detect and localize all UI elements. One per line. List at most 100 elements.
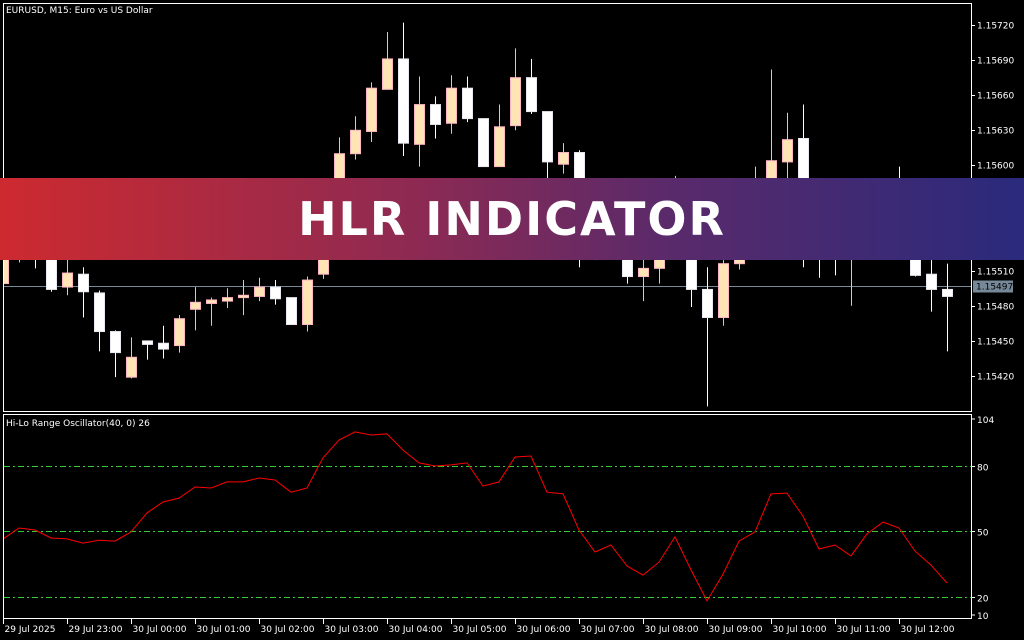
bull-candle xyxy=(494,104,505,168)
bear-candle xyxy=(94,290,105,352)
candle-body xyxy=(286,297,297,326)
bull-candle xyxy=(302,276,313,332)
bull-candle xyxy=(446,75,457,134)
osc-tick-label: 104 xyxy=(977,416,994,426)
time-tick-label: 30 Jul 05:00 xyxy=(453,625,507,635)
candle-body xyxy=(190,301,201,310)
candle-body xyxy=(638,267,649,278)
candle-body xyxy=(110,331,121,354)
time-tick-label: 30 Jul 02:00 xyxy=(261,625,315,635)
window-title: EURUSD, M15: Euro vs US Dollar xyxy=(6,6,153,16)
candle-body xyxy=(46,257,57,290)
indicator-title: Hi-Lo Range Oscillator(40, 0) 26 xyxy=(6,419,150,429)
price-tick-label: 1.15420 xyxy=(977,373,1014,383)
candle-body xyxy=(238,294,249,299)
price-tick-label: 1.15600 xyxy=(977,162,1014,172)
bear-candle xyxy=(702,267,713,407)
candle-body xyxy=(462,87,473,120)
bull-candle xyxy=(782,112,793,181)
axes: 1.15720 1.15690 1.15660 1.15630 1.15600 1.155… xyxy=(3,22,1014,635)
bull-candle xyxy=(174,315,185,353)
bear-candle xyxy=(942,263,953,352)
time-tick-label: 30 Jul 09:00 xyxy=(709,625,763,635)
bull-candle xyxy=(366,82,377,142)
candle-body xyxy=(926,273,937,290)
candle-body xyxy=(398,58,409,144)
bull-candle xyxy=(558,143,569,174)
bull-candle xyxy=(510,48,521,131)
price-tick-label: 1.15660 xyxy=(977,92,1014,102)
candle-body xyxy=(414,104,425,145)
time-tick-label: 29 Jul 23:00 xyxy=(69,625,123,635)
time-tick-label: 30 Jul 07:00 xyxy=(581,625,635,635)
osc-tick-label: 50 xyxy=(977,529,989,539)
candle-body xyxy=(366,87,377,132)
candle-body xyxy=(446,87,457,124)
bear-candle xyxy=(462,76,473,123)
bear-candle xyxy=(142,340,153,360)
bull-candle xyxy=(222,288,233,309)
bull-candle xyxy=(238,280,249,316)
candle-body xyxy=(542,111,553,163)
bull-candle xyxy=(718,260,729,326)
bull-candle xyxy=(190,287,201,331)
candle-body xyxy=(350,129,361,155)
candle-body xyxy=(62,272,73,288)
bear-candle xyxy=(110,330,121,378)
time-tick-label: 30 Jul 04:00 xyxy=(389,625,443,635)
candle-body xyxy=(222,297,233,302)
candle-body xyxy=(494,126,505,168)
candle-body xyxy=(78,273,89,293)
time-tick-label: 30 Jul 03:00 xyxy=(325,625,379,635)
bear-candle xyxy=(430,96,441,139)
candle-body xyxy=(430,104,441,125)
bull-candle xyxy=(414,76,425,167)
time-tick-label: 30 Jul 00:00 xyxy=(133,625,187,635)
candle-body xyxy=(270,286,281,300)
bull-candle xyxy=(126,337,137,379)
banner-title: HLR INDICATOR xyxy=(298,192,726,246)
time-tick-label: 30 Jul 12:00 xyxy=(901,625,955,635)
bear-candle xyxy=(78,267,89,318)
price-tick-label: 1.15450 xyxy=(977,338,1014,348)
bull-candle xyxy=(206,297,217,326)
candle-body xyxy=(142,340,153,345)
oscillator-pane[interactable] xyxy=(2,431,971,602)
price-tick-label: 1.15480 xyxy=(977,303,1014,313)
price-tick-label: 1.15690 xyxy=(977,57,1014,67)
candle-body xyxy=(302,279,313,326)
osc-tick-label: 10 xyxy=(977,612,989,622)
osc-tick-label: 80 xyxy=(977,464,989,474)
bull-candle xyxy=(254,277,265,302)
bull-candle xyxy=(4,244,9,285)
candle-body xyxy=(510,77,521,127)
bear-candle xyxy=(398,22,409,157)
osc-tick-label: 20 xyxy=(977,595,989,605)
candle-body xyxy=(174,318,185,347)
bull-candle xyxy=(382,32,393,90)
time-tick-label: 30 Jul 11:00 xyxy=(837,625,891,635)
promo-banner: HLR INDICATOR xyxy=(0,178,1024,260)
time-tick-label: 29 Jul 2025 xyxy=(5,625,56,635)
time-tick-label: 30 Jul 10:00 xyxy=(773,625,827,635)
bear-candle xyxy=(478,118,489,168)
bear-candle xyxy=(270,280,281,305)
candle-body xyxy=(558,152,569,165)
candle-body xyxy=(782,139,793,163)
candle-body xyxy=(158,342,169,350)
candle-body xyxy=(254,286,265,297)
candle-body xyxy=(94,292,105,333)
oscillator-line xyxy=(2,431,948,602)
candle-body xyxy=(206,299,217,304)
price-tick-label: 1.15510 xyxy=(977,268,1014,278)
bear-candle xyxy=(542,111,553,181)
price-tick-label: 1.15630 xyxy=(977,127,1014,137)
bear-candle xyxy=(158,325,169,359)
bear-candle xyxy=(526,58,537,114)
candle-body xyxy=(702,288,713,319)
current-price-badge xyxy=(973,280,1013,293)
bull-candle xyxy=(350,116,361,160)
candle-body xyxy=(126,356,137,378)
price-tick-label: 1.15720 xyxy=(977,22,1014,32)
